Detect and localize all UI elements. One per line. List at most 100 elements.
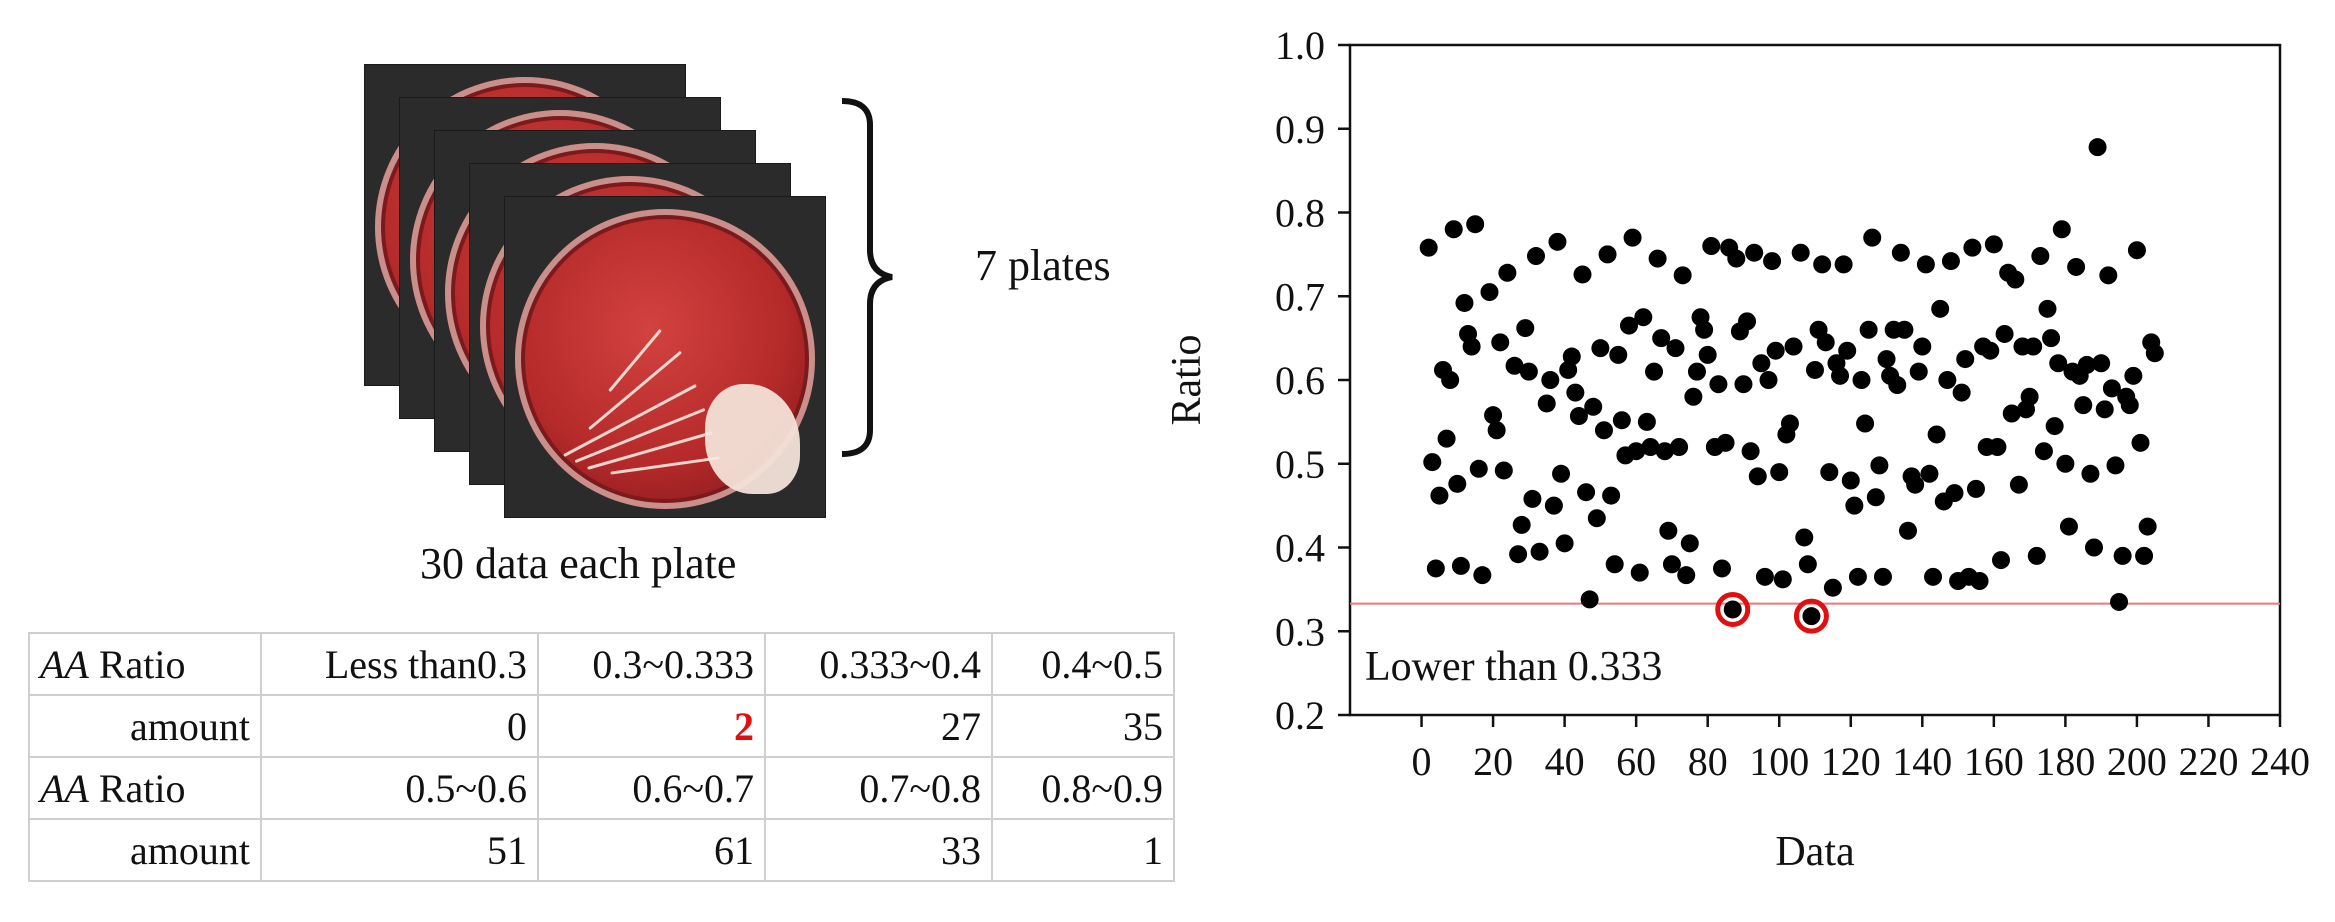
data-point	[1763, 252, 1782, 271]
data-point	[2045, 417, 2064, 436]
data-point	[1423, 453, 1442, 472]
data-point	[1462, 337, 1481, 356]
data-point	[1784, 337, 1803, 356]
data-point	[1698, 345, 1717, 364]
data-point	[2135, 546, 2154, 565]
data-point	[1823, 578, 1842, 597]
data-point	[1630, 563, 1649, 582]
data-point	[1981, 341, 2000, 360]
x-tick-label: 200	[2107, 739, 2167, 784]
data-point	[1491, 333, 1510, 352]
data-point	[2110, 592, 2129, 611]
data-point	[2074, 396, 2093, 415]
data-point	[1816, 333, 1835, 352]
data-point	[1680, 534, 1699, 553]
data-point	[1580, 590, 1599, 609]
data-point	[1684, 387, 1703, 406]
data-point	[1988, 438, 2007, 456]
data-point	[2113, 546, 2132, 565]
data-point	[2020, 387, 2039, 406]
data-point	[1952, 383, 1971, 402]
data-point	[1709, 375, 1728, 394]
data-point	[1448, 474, 1467, 493]
data-point	[2031, 247, 2050, 266]
data-point	[2024, 337, 2043, 356]
data-point	[1645, 362, 1664, 381]
table-cell: 1	[991, 818, 1175, 882]
data-point	[1970, 572, 1989, 590]
data-point	[1963, 238, 1982, 257]
data-point	[1602, 486, 1621, 505]
data-point	[2052, 220, 2071, 239]
data-point	[1652, 329, 1671, 348]
data-point	[1831, 366, 1850, 385]
data-point	[1487, 421, 1506, 440]
data-point	[2120, 396, 2139, 415]
data-point	[1741, 442, 1760, 461]
data-point	[1941, 252, 1960, 271]
data-point	[1806, 360, 1824, 379]
data-point	[2059, 517, 2078, 536]
data-point	[1541, 371, 1560, 389]
data-point	[1527, 247, 1545, 266]
data-point	[1648, 249, 1667, 268]
data-point	[1480, 283, 1499, 302]
x-tick-label: 0	[1412, 739, 1432, 784]
data-point	[2006, 270, 2025, 289]
data-point	[1870, 456, 1889, 475]
data-point	[1891, 243, 1910, 262]
table-cell: Less than0.3	[260, 632, 539, 696]
data-point	[1745, 243, 1764, 262]
data-point	[2081, 464, 2100, 483]
data-point	[1659, 521, 1678, 540]
ratio-header-italic: AA	[40, 765, 89, 811]
data-point	[1677, 566, 1696, 585]
table-cell: 0.3~0.333	[537, 632, 766, 696]
threshold-label: Lower than 0.333	[1365, 644, 1662, 690]
data-point	[1519, 362, 1538, 381]
data-point	[1627, 442, 1646, 461]
data-point	[1866, 488, 1885, 507]
y-tick-label: 0.4	[1275, 526, 1325, 571]
x-tick-label: 180	[2035, 739, 2095, 784]
ratio-header-cell: AA Ratio	[28, 756, 262, 820]
data-point	[1834, 255, 1853, 274]
data-point	[1913, 337, 1932, 356]
table-cell: 33	[764, 818, 993, 882]
data-point	[2095, 400, 2114, 419]
data-point	[1945, 484, 1964, 503]
data-point	[1552, 464, 1571, 483]
data-point	[1795, 528, 1814, 547]
data-point	[1992, 551, 2010, 570]
data-point	[1548, 232, 1567, 251]
data-point	[1752, 354, 1771, 373]
data-point	[2034, 442, 2053, 461]
data-point	[2049, 354, 2068, 373]
data-point	[1609, 345, 1628, 364]
data-point	[1562, 347, 1581, 366]
table-cell: 0.333~0.4	[764, 632, 993, 696]
data-point	[1623, 228, 1642, 247]
data-point	[1748, 467, 1767, 486]
plates-illustration	[360, 60, 840, 530]
data-point	[1555, 534, 1574, 553]
data-point	[1605, 555, 1624, 574]
data-point	[1859, 320, 1878, 339]
data-point	[1505, 356, 1524, 375]
table-cell: 0.6~0.7	[537, 756, 766, 820]
table-row: amount 0 2 27 35	[28, 694, 1175, 758]
data-point	[1727, 249, 1746, 268]
data-point	[1695, 320, 1714, 339]
table-cell: 0.5~0.6	[260, 756, 539, 820]
data-point	[1716, 433, 1735, 452]
data-point	[1430, 486, 1449, 505]
data-point	[1662, 555, 1681, 574]
data-point	[1813, 255, 1832, 274]
data-point	[1848, 567, 1867, 586]
data-point	[1509, 545, 1528, 564]
data-point	[1612, 411, 1631, 430]
data-point	[2077, 355, 2096, 374]
x-tick-label: 120	[1821, 739, 1881, 784]
data-point	[2124, 366, 2143, 385]
data-point	[1895, 320, 1914, 339]
